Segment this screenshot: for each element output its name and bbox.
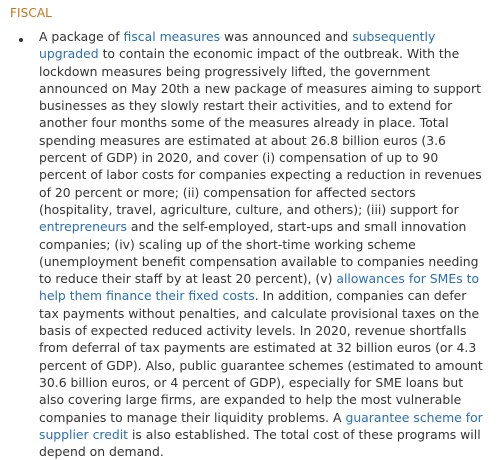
paragraph-text: . In addition, companies can defer tax p…	[39, 288, 483, 424]
document-page: FISCAL A package of fiscal measures was …	[0, 0, 500, 438]
fiscal-measures-link[interactable]: fiscal measures	[124, 29, 221, 44]
paragraph-text: was announced and	[220, 29, 352, 44]
bullet-marker	[19, 38, 23, 42]
paragraph-text: to contain the economic impact of the ou…	[39, 46, 482, 217]
section-title: FISCAL	[10, 5, 52, 21]
fiscal-paragraph: A package of fiscal measures was announc…	[39, 28, 484, 460]
entrepreneurs-link[interactable]: entrepreneurs	[39, 219, 127, 234]
paragraph-text: A package of	[39, 29, 124, 44]
